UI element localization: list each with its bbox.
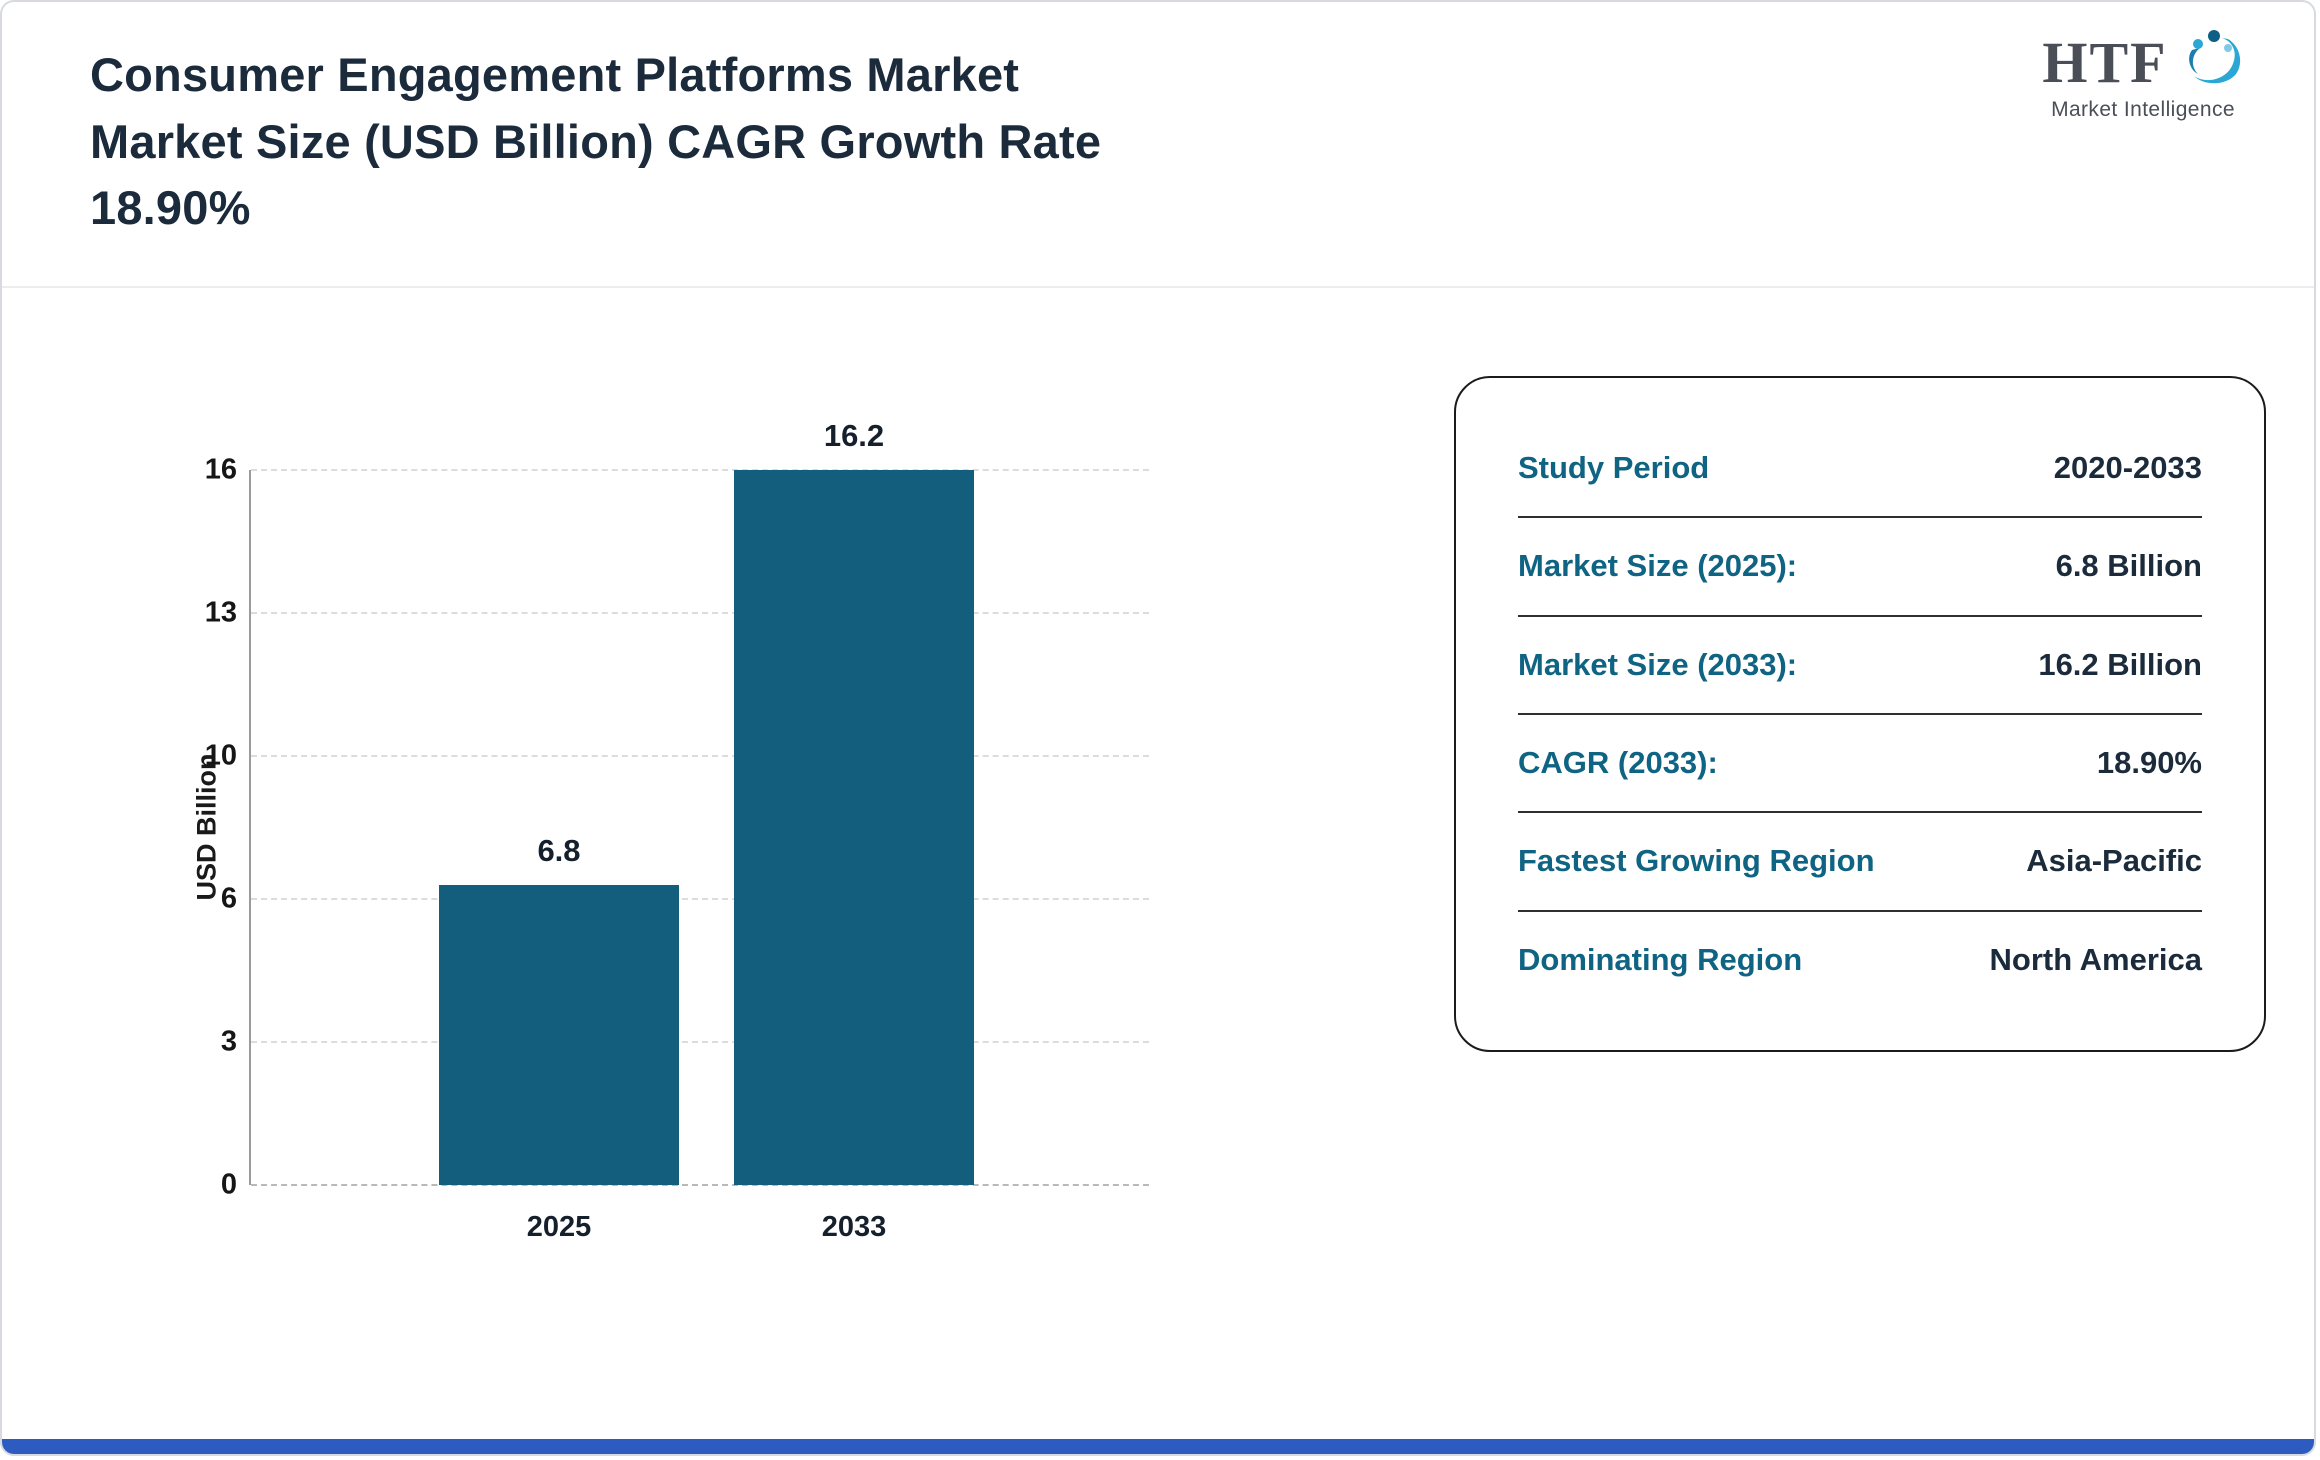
summary-row: Dominating Region North America: [1518, 912, 2202, 1008]
y-tick-label: 10: [204, 739, 237, 772]
summary-row-label: Market Size (2025):: [1518, 548, 1798, 584]
summary-row-value: 16.2 Billion: [2038, 646, 2202, 682]
summary-row-label: Fastest Growing Region: [1518, 843, 1875, 879]
gridline: [251, 1184, 1149, 1186]
summary-row-label: Market Size (2033):: [1518, 646, 1798, 682]
gridline: [251, 755, 1149, 757]
y-tick-label: 16: [204, 453, 237, 486]
bar-2033: [734, 470, 974, 1185]
summary-row: CAGR (2033): 18.90%: [1518, 715, 2202, 814]
gridline: [251, 612, 1149, 614]
gridline: [251, 898, 1149, 900]
summary-row-label: Dominating Region: [1518, 941, 1803, 977]
htf-logo-text: HTF: [2042, 30, 2168, 95]
summary-card: Study Period 2020-2033 Market Size (2025…: [1454, 376, 2266, 1052]
gridline: [251, 469, 1149, 471]
summary-row: Fastest Growing Region Asia-Pacific: [1518, 813, 2202, 912]
y-tick-label: 6: [220, 882, 237, 915]
y-axis-title: USD Billion: [191, 753, 222, 901]
summary-row-value: 6.8 Billion: [2055, 548, 2202, 584]
bar-value-label: 16.2: [823, 418, 885, 453]
x-tick-label: 2025: [526, 1211, 592, 1243]
htf-logo-top: HTF: [2028, 28, 2258, 92]
bar-value-label: 6.8: [537, 833, 581, 868]
page-title: Consumer Engagement Platforms Market Mar…: [90, 48, 1102, 235]
summary-row-value: 2020-2033: [2053, 450, 2202, 486]
htf-logo: HTF Market Intelligence: [2028, 28, 2258, 122]
footer-accent-bar: [2, 1439, 2314, 1454]
summary-row-value: 18.90%: [2096, 745, 2202, 781]
plot-area: 0 3 6 10 13 16 6.8 2025 16.2 2033: [205, 418, 1149, 1243]
summary-row-value: North America: [1989, 941, 2202, 977]
summary-row-value: Asia-Pacific: [2026, 843, 2202, 879]
summary-row: Market Size (2025): 6.8 Billion: [1518, 518, 2202, 617]
summary-row-label: Study Period: [1518, 450, 1710, 486]
bar-chart: USD Billion 0 3 6 10 13 16 6.8 2025 16.2 2033: [192, 418, 1149, 1243]
x-tick-label: 2033: [821, 1211, 887, 1243]
header-divider: [2, 286, 2314, 288]
y-tick-label: 13: [204, 596, 237, 629]
gridline: [251, 1041, 1149, 1043]
y-tick-label: 0: [220, 1168, 237, 1201]
y-tick-label: 3: [220, 1025, 237, 1058]
htf-logo-swirl-icon: [2188, 30, 2240, 84]
bar-2025: [439, 885, 679, 1185]
summary-row-label: CAGR (2033):: [1518, 745, 1718, 781]
htf-logo-subtext: Market Intelligence: [2051, 98, 2235, 121]
summary-row: Market Size (2033): 16.2 Billion: [1518, 617, 2202, 715]
summary-row: Study Period 2020-2033: [1518, 420, 2202, 519]
